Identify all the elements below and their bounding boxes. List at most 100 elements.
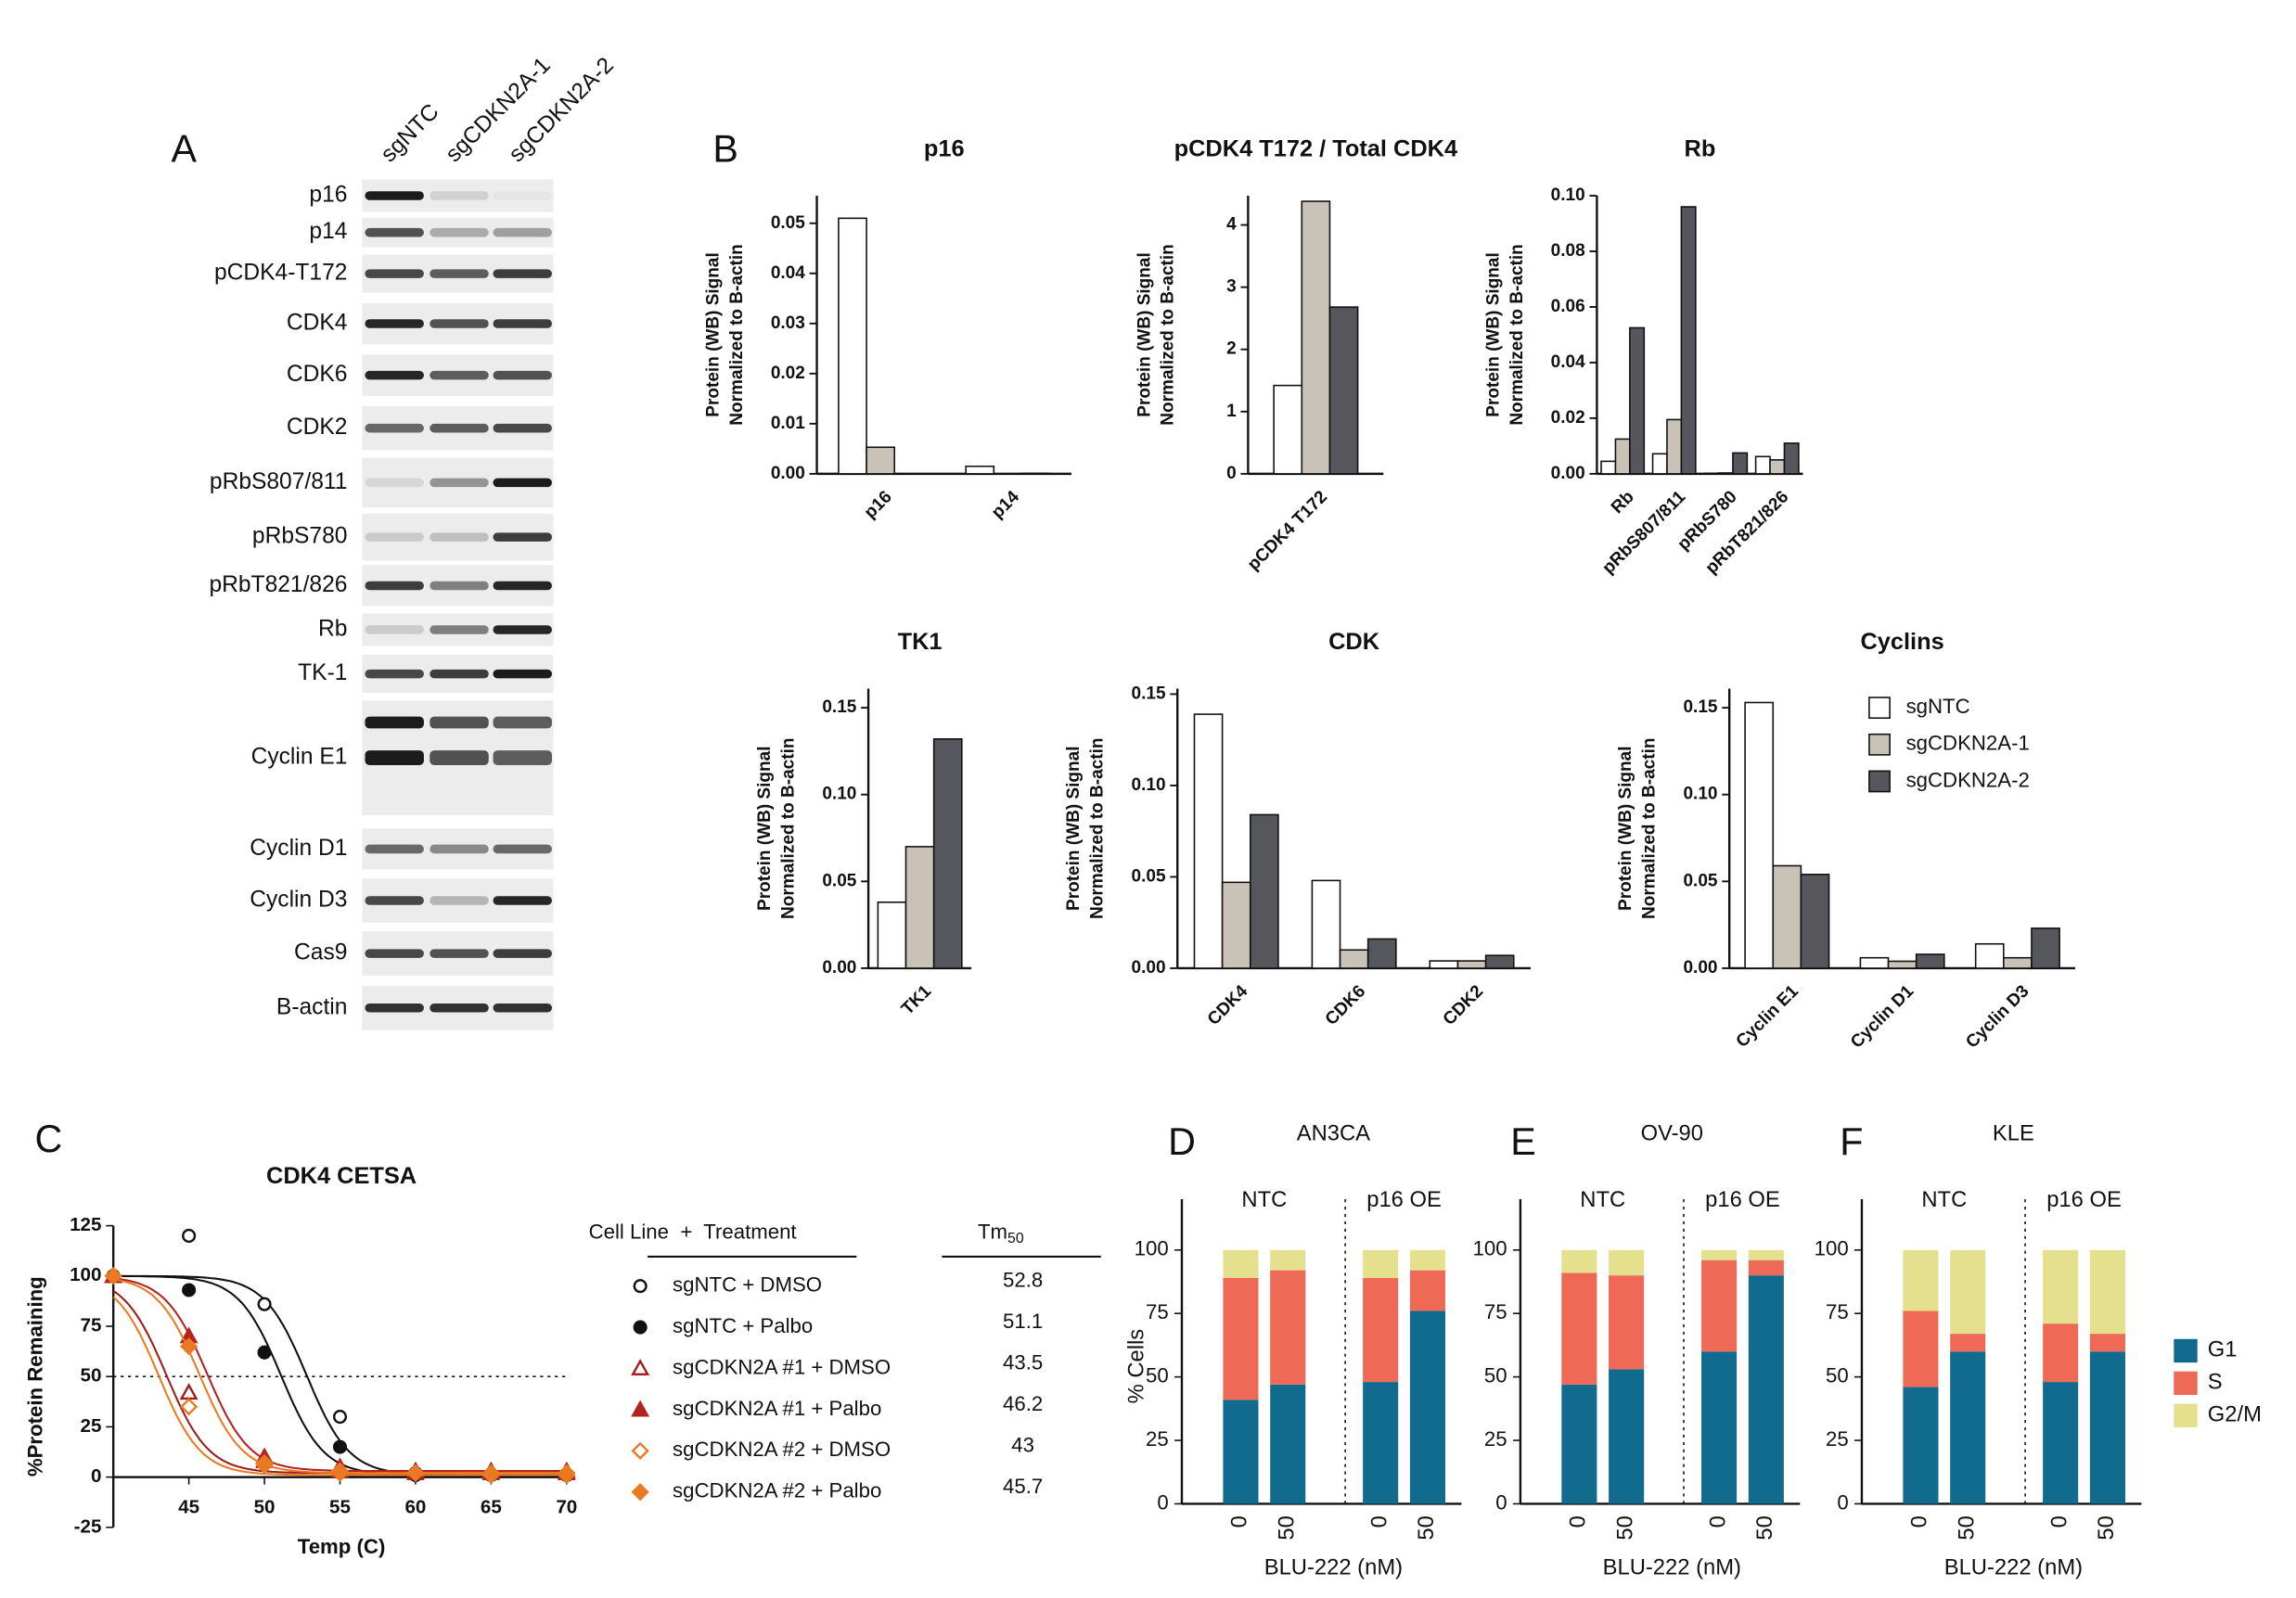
bar — [877, 901, 907, 969]
bar — [1783, 442, 1800, 475]
y-tick-label: 0.04 — [1551, 352, 1585, 372]
bar-segment — [1903, 1249, 1939, 1311]
chart-title: AN3CA — [1297, 1121, 1370, 1146]
y-tick-label: 100 — [1473, 1237, 1507, 1260]
chart-title: Cyclins — [1860, 629, 1943, 655]
tm-header-sub: 50 — [1007, 1231, 1024, 1246]
y-tick-label: 0.00 — [1132, 958, 1166, 978]
legend-label: sgCDKN2A #2 + DMSO — [673, 1438, 891, 1461]
y-tick-label: 0.00 — [1683, 958, 1717, 978]
bar-segment — [1270, 1249, 1306, 1271]
marker — [631, 1359, 650, 1376]
chart-title: KLE — [1993, 1121, 2034, 1146]
tm50-value: 46.2 — [1003, 1392, 1043, 1415]
blot-band — [365, 896, 424, 905]
bar-segment — [1270, 1270, 1306, 1385]
panel-label: E — [1510, 1120, 1536, 1163]
bar-segment — [2089, 1249, 2125, 1335]
bar-segment — [1950, 1249, 1986, 1335]
bar — [838, 217, 867, 475]
bar-segment — [1609, 1369, 1645, 1504]
tm50-value: 43.5 — [1003, 1351, 1043, 1374]
x-tick-label: 0 — [2046, 1515, 2072, 1528]
legend-label: sgCDKN2A-2 — [1906, 768, 2030, 791]
tm-header-main: Tm — [978, 1220, 1007, 1243]
y-tick-label: 0.04 — [771, 263, 805, 283]
y-tick-label: 0 — [91, 1465, 101, 1487]
x-tick-label: 70 — [556, 1496, 577, 1517]
bar — [1732, 452, 1749, 475]
protein-label: pRbS780 — [252, 524, 348, 549]
protein-label: pRbS807/811 — [210, 469, 348, 494]
bar-segment — [1363, 1382, 1399, 1504]
y-axis-label: Normalized to B-actin — [1088, 737, 1108, 918]
x-tick-label: 55 — [329, 1496, 351, 1517]
protein-label: CDK6 — [287, 362, 348, 387]
y-tick-label: 0.00 — [822, 958, 856, 978]
marker — [179, 1337, 199, 1356]
blot-band — [430, 844, 489, 854]
y-axis-label: Normalized to B-actin — [1507, 244, 1527, 425]
blot-band — [493, 844, 552, 854]
x-tick-label: 0 — [1705, 1515, 1730, 1528]
bar-segment — [2089, 1334, 2125, 1352]
y-tick-label: 0.05 — [1132, 866, 1166, 886]
y-axis-label: Normalized to B-actin — [1159, 244, 1178, 425]
blot-band — [493, 370, 552, 380]
y-axis-label: Protein (WB) Signal — [1483, 252, 1503, 416]
bar — [1629, 326, 1646, 475]
bar-segment — [1409, 1249, 1445, 1271]
y-tick-label: 25 — [1826, 1427, 1849, 1451]
legend-label: sgCDKN2A #2 + Palbo — [673, 1479, 881, 1502]
y-tick-label: 0.06 — [1551, 297, 1585, 316]
bar — [1974, 942, 2005, 969]
panel-label: A — [172, 127, 198, 170]
chart-title: CDK — [1328, 629, 1380, 655]
marker — [558, 1464, 576, 1482]
blot-band — [493, 581, 552, 591]
blot-band — [430, 227, 489, 237]
y-tick-label: 0.10 — [1683, 785, 1717, 804]
protein-label: CDK2 — [287, 415, 348, 440]
bar — [1339, 949, 1369, 969]
protein-label: p16 — [309, 183, 347, 208]
bar-segment — [1701, 1249, 1738, 1260]
marker — [332, 1410, 348, 1425]
chart-title: CDK4 CETSA — [266, 1163, 417, 1189]
y-tick-label: 25 — [1146, 1427, 1169, 1451]
blot-band — [430, 423, 489, 433]
bar — [866, 446, 896, 475]
marker — [182, 1228, 197, 1243]
legend-swatch — [2174, 1371, 2198, 1396]
y-axis-label: Protein (WB) Signal — [755, 746, 775, 910]
legend-label: sgCDKN2A #1 + DMSO — [673, 1355, 891, 1378]
y-tick-label: 0 — [1495, 1490, 1507, 1514]
y-axis-label: Protein (WB) Signal — [704, 252, 724, 416]
blot-band — [365, 669, 424, 679]
bar — [1273, 384, 1303, 475]
blot-band — [430, 896, 489, 905]
bar — [2031, 927, 2060, 969]
blot-band — [365, 581, 424, 591]
blot-band — [365, 844, 424, 854]
blot-band — [365, 269, 424, 278]
blot-band — [493, 319, 552, 328]
marker — [104, 1267, 122, 1285]
bar — [1600, 460, 1617, 475]
bar — [1221, 881, 1251, 969]
y-tick-label: 75 — [1484, 1300, 1507, 1323]
blot-band — [430, 1004, 489, 1013]
y-tick-label: 50 — [1146, 1363, 1169, 1387]
bar-segment — [1748, 1275, 1784, 1504]
bar-segment — [1409, 1310, 1445, 1504]
marker — [257, 1297, 272, 1311]
y-tick-label: 0.05 — [1683, 871, 1717, 890]
y-tick-label: 0.15 — [1132, 684, 1166, 703]
protein-label: B-actin — [276, 994, 348, 1019]
group-label: NTC — [1241, 1187, 1287, 1212]
panel-label: B — [712, 127, 738, 170]
bar — [1020, 472, 1051, 475]
y-tick-label: 0.05 — [822, 871, 856, 890]
bar — [1859, 956, 1890, 969]
x-tick-label: 0 — [1366, 1515, 1392, 1528]
